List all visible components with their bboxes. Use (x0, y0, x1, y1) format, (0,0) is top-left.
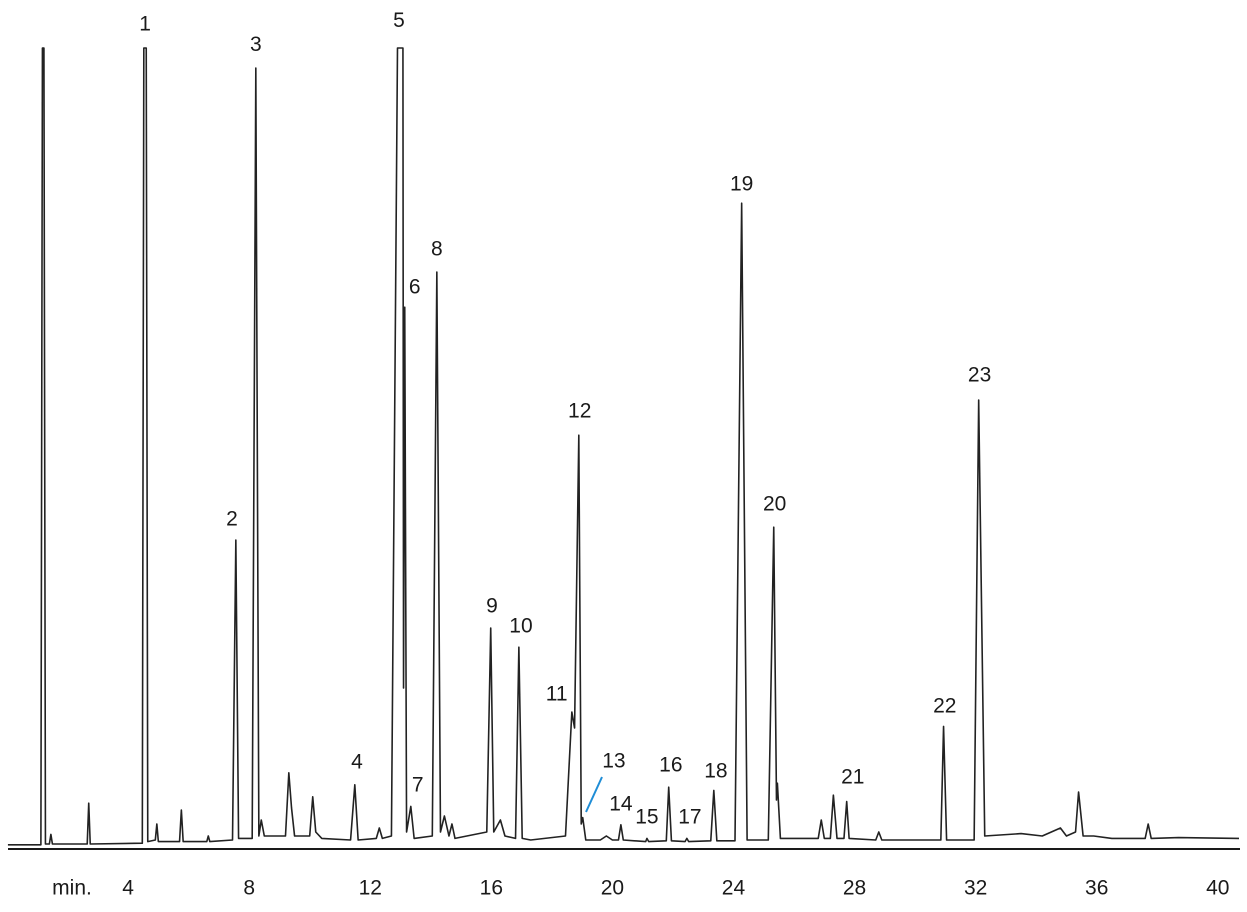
peak-label: 14 (609, 792, 633, 815)
peak-label: 6 (409, 276, 421, 299)
x-axis-label: min. (52, 877, 92, 900)
x-tick-label: 4 (122, 877, 134, 900)
peak-label: 8 (431, 238, 443, 261)
peak-label: 12 (568, 400, 591, 423)
x-tick-label: 12 (359, 877, 382, 900)
peak-label: 23 (968, 364, 991, 387)
peak-label: 13 (602, 750, 625, 773)
peak-label: 21 (841, 766, 864, 789)
chromatogram-trace (7, 47, 1240, 846)
x-tick-label: 24 (722, 877, 746, 900)
x-tick-label: 16 (480, 877, 503, 900)
leader-line (585, 776, 603, 813)
peak-label: 2 (226, 508, 238, 531)
x-tick-label: 36 (1085, 877, 1108, 900)
peak-label: 16 (659, 754, 682, 777)
x-tick-label: 8 (243, 877, 255, 900)
peak-label: 10 (509, 615, 532, 638)
peak-label: 9 (486, 595, 498, 618)
peak-label: 11 (546, 683, 568, 706)
peak-label: 4 (351, 751, 363, 774)
x-tick-label: 20 (601, 877, 624, 900)
peak-label: 1 (139, 12, 151, 35)
peak-label: 5 (393, 9, 405, 32)
peak-label: 15 (635, 806, 658, 829)
peak-label: 7 (412, 774, 424, 797)
x-tick-label: 40 (1206, 877, 1229, 900)
x-tick-label: 32 (964, 877, 987, 900)
x-tick-label: 28 (843, 877, 866, 900)
peak-label: 17 (678, 806, 701, 829)
peak-label: 3 (250, 33, 262, 56)
peak-label: 19 (730, 172, 753, 195)
peak-label: 20 (763, 492, 786, 515)
peak-label: 18 (704, 760, 727, 783)
peak-label: 22 (933, 695, 956, 718)
